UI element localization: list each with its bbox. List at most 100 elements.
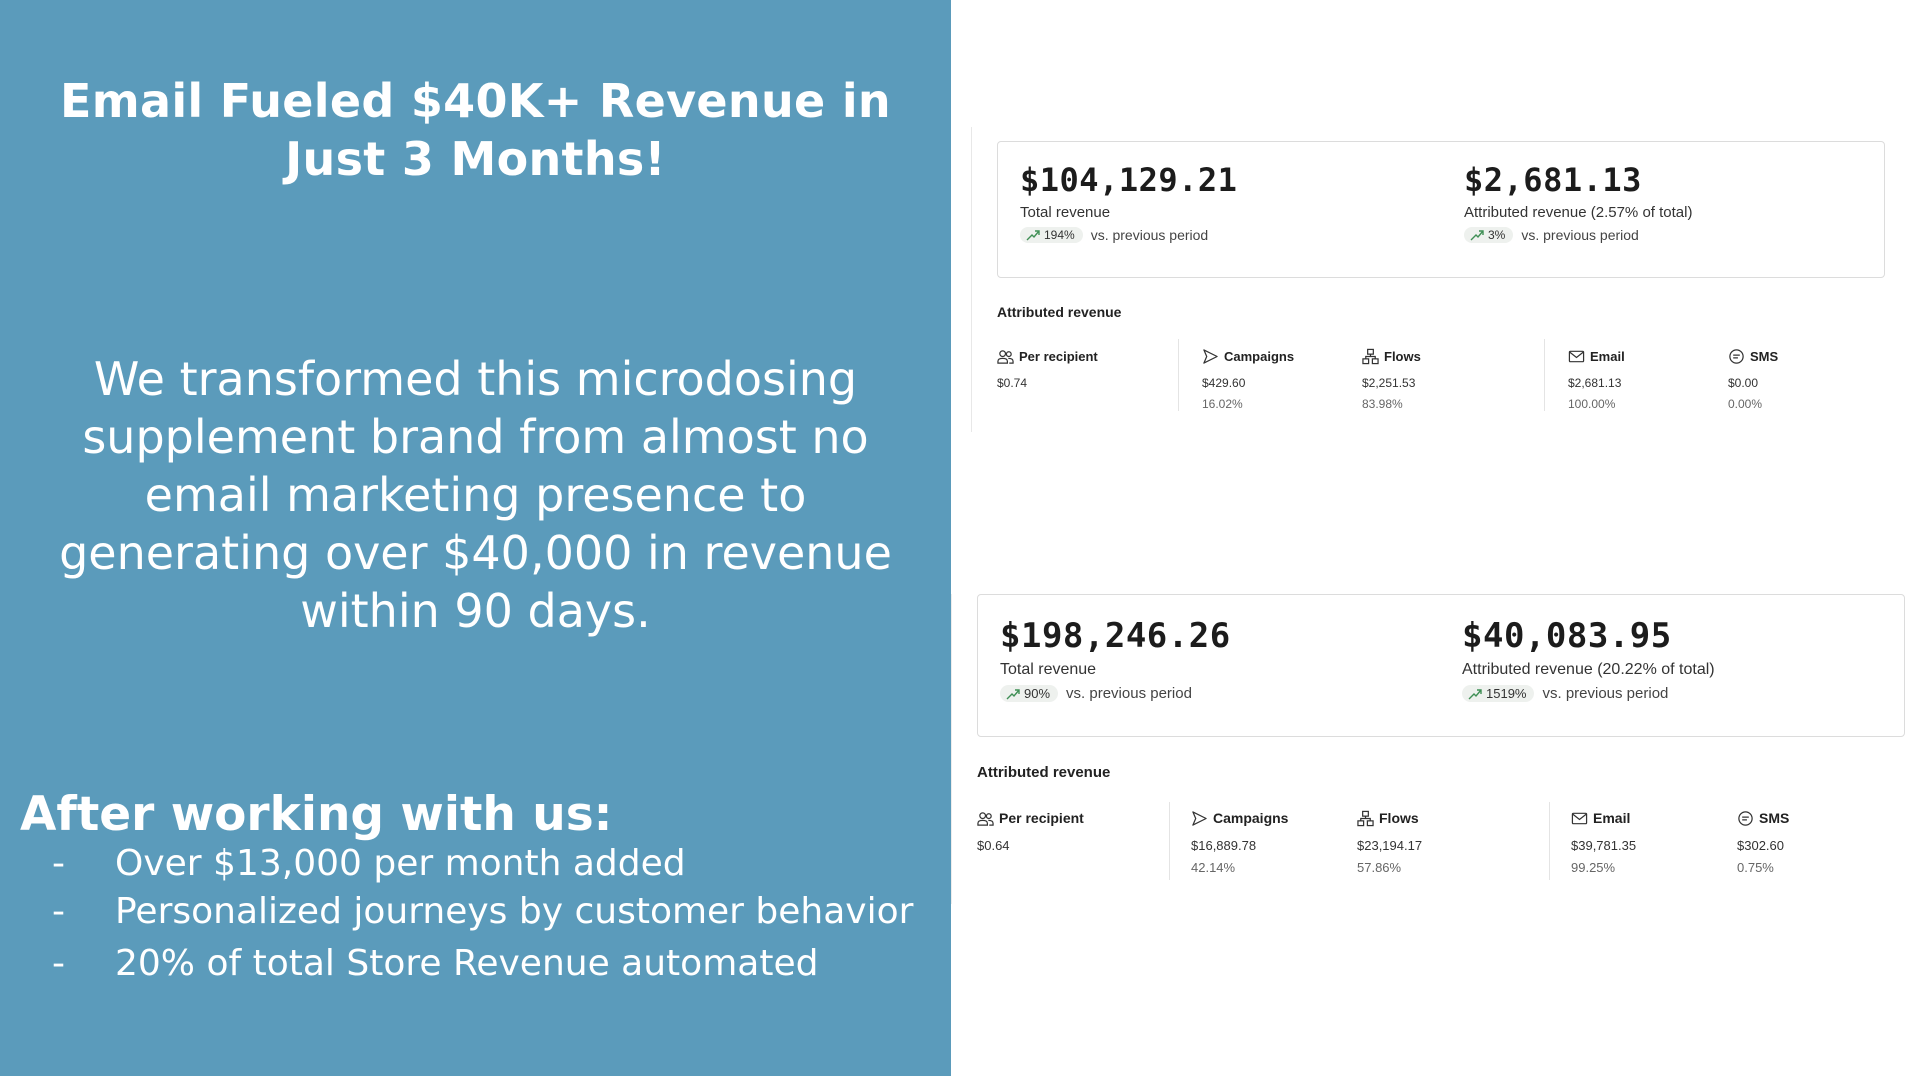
metric-label: Flows — [1384, 348, 1421, 364]
revenue-dashboard-before: $104,129.21 Total revenue 194% vs. previ… — [971, 127, 1889, 432]
comparison-text: vs. previous period — [1521, 227, 1639, 243]
bullet-dash: - — [52, 843, 65, 884]
attributed-revenue-amount: $40,083.95 — [1462, 616, 1672, 656]
flow-icon — [1357, 810, 1374, 826]
change-percent: 1519% — [1486, 686, 1527, 701]
body-copy: We transformed this microdosing suppleme… — [59, 352, 892, 638]
benefits-list: - Over $13,000 per month added - Persona… — [52, 840, 932, 988]
metric-share: 100.00% — [1568, 397, 1616, 411]
change-percent: 90% — [1024, 686, 1051, 701]
change-row: 3% vs. previous period — [1464, 227, 1692, 243]
metric-campaigns: Campaigns $16,889.78 42.14% — [1191, 809, 1288, 875]
benefit-item: - Over $13,000 per month added — [52, 840, 932, 888]
total-revenue-label: Total revenue — [1020, 204, 1111, 221]
metric-label: Flows — [1379, 810, 1419, 826]
metric-value: $429.60 — [1202, 376, 1246, 390]
change-badge: 194% — [1020, 227, 1083, 243]
headline: Email Fueled $40K+ Revenue in Just 3 Mon… — [60, 74, 891, 186]
divider — [1178, 339, 1179, 411]
change-badge: 3% — [1464, 227, 1514, 243]
comparison-text: vs. previous period — [1066, 685, 1192, 702]
benefit-text: 20% of total Store Revenue automated — [115, 943, 819, 984]
users-icon — [997, 349, 1014, 364]
trend-up-icon — [1006, 688, 1020, 699]
metric-sms: SMS $0.00 0.00% — [1728, 347, 1779, 412]
metric-value: $0.00 — [1728, 376, 1759, 390]
change-badge: 90% — [1000, 685, 1059, 702]
metric-flows: Flows $23,194.17 57.86% — [1357, 809, 1422, 875]
section-title: Attributed revenue — [997, 304, 1122, 320]
metric-share: 99.25% — [1571, 860, 1616, 875]
metric-value: $16,889.78 — [1191, 838, 1257, 853]
metric-label: Email — [1593, 810, 1631, 826]
metric-share: 57.86% — [1357, 860, 1402, 875]
comparison-text: vs. previous period — [1542, 685, 1669, 702]
metric-value: $23,194.17 — [1357, 838, 1423, 853]
revenue-summary-card: $198,246.26 Total revenue 90% vs. previo… — [977, 594, 1905, 737]
chat-icon — [1738, 810, 1753, 826]
mail-icon — [1571, 812, 1588, 824]
metric-label: Campaigns — [1224, 348, 1295, 364]
metric-share: 0.75% — [1737, 860, 1774, 875]
metric-email: Email $2,681.13 100.00% — [1568, 347, 1625, 412]
divider — [1549, 802, 1550, 880]
attributed-revenue-amount: $2,681.13 — [1464, 161, 1642, 199]
metric-sms: SMS $302.60 0.75% — [1737, 809, 1789, 875]
metric-value: $0.64 — [977, 838, 1010, 853]
change-row: 194% vs. previous period — [1020, 227, 1237, 243]
trend-up-icon — [1026, 230, 1040, 241]
divider — [1169, 802, 1170, 880]
revenue-dashboard-after: $198,246.26 Total revenue 90% vs. previo… — [951, 594, 1919, 904]
attributed-revenue-stat: $40,083.95 Attributed revenue (20.22% of… — [1462, 615, 1715, 702]
metric-label: Per recipient — [999, 810, 1084, 826]
benefit-item: - 20% of total Store Revenue automated — [52, 940, 932, 988]
metric-share: 16.02% — [1202, 397, 1243, 411]
metric-email: Email $39,781.35 99.25% — [1571, 809, 1636, 875]
divider — [1544, 339, 1545, 411]
total-revenue-stat: $198,246.26 Total revenue 90% vs. previo… — [1000, 615, 1231, 702]
bullet-dash: - — [52, 943, 65, 984]
benefit-text: Personalized journeys by customer behavi… — [115, 891, 914, 932]
send-icon — [1203, 348, 1218, 364]
metric-label: Per recipient — [1019, 348, 1098, 364]
change-row: 1519% vs. previous period — [1462, 685, 1715, 702]
metric-label: SMS — [1759, 810, 1790, 826]
metric-flows: Flows $2,251.53 83.98% — [1362, 347, 1421, 411]
trend-up-icon — [1468, 688, 1482, 699]
promo-panel: Email Fueled $40K+ Revenue in Just 3 Mon… — [0, 0, 951, 1076]
change-percent: 194% — [1044, 228, 1075, 242]
attributed-revenue-label: Attributed revenue (20.22% of total) — [1462, 661, 1715, 678]
bullet-dash: - — [52, 891, 65, 932]
metric-value: $302.60 — [1737, 838, 1784, 853]
metric-label: Campaigns — [1213, 810, 1289, 826]
total-revenue-label: Total revenue — [1000, 661, 1097, 678]
metric-share: 42.14% — [1191, 860, 1236, 875]
flow-icon — [1362, 348, 1379, 364]
total-revenue-amount: $198,246.26 — [1000, 616, 1231, 656]
total-revenue-amount: $104,129.21 — [1020, 161, 1238, 199]
change-row: 90% vs. previous period — [1000, 685, 1231, 702]
benefit-item: - Personalized journeys by customer beha… — [52, 888, 932, 936]
trend-up-icon — [1470, 230, 1484, 241]
users-icon — [977, 811, 994, 826]
benefit-text: Over $13,000 per month added — [115, 843, 686, 884]
total-revenue-stat: $104,129.21 Total revenue 194% vs. previ… — [1020, 160, 1237, 243]
metric-value: $0.74 — [997, 376, 1028, 390]
metric-share: 0.00% — [1728, 397, 1763, 411]
section-title: Attributed revenue — [977, 764, 1111, 781]
change-percent: 3% — [1488, 228, 1506, 242]
chat-icon — [1729, 348, 1744, 364]
metric-value: $2,251.53 — [1362, 376, 1416, 390]
metric-per-recipient: Per recipient $0.64 — [977, 809, 1084, 853]
comparison-text: vs. previous period — [1090, 227, 1209, 243]
send-icon — [1192, 810, 1207, 826]
change-badge: 1519% — [1462, 685, 1535, 702]
metric-value: $39,781.35 — [1571, 838, 1637, 853]
metric-label: SMS — [1750, 348, 1779, 364]
after-title: After working with us: — [20, 787, 613, 842]
metric-label: Email — [1590, 348, 1625, 364]
metric-campaigns: Campaigns $429.60 16.02% — [1202, 347, 1295, 412]
attributed-revenue-stat: $2,681.13 Attributed revenue (2.57% of t… — [1464, 160, 1692, 243]
attributed-revenue-label: Attributed revenue (2.57% of total) — [1464, 204, 1693, 221]
revenue-summary-card: $104,129.21 Total revenue 194% vs. previ… — [997, 141, 1885, 278]
